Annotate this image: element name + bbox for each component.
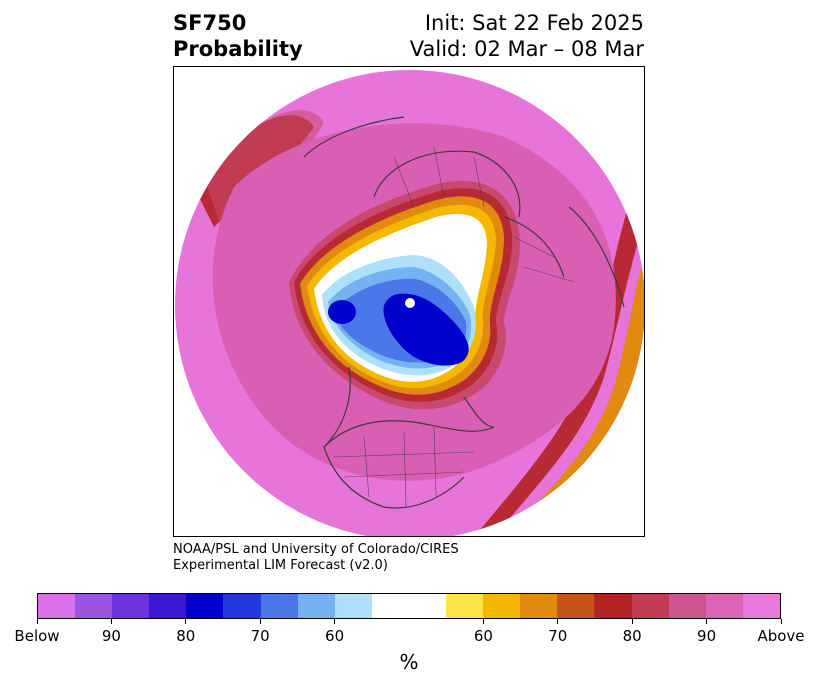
colorbar-tick bbox=[631, 619, 633, 624]
colorbar-cell bbox=[631, 594, 669, 618]
colorbar-tick bbox=[185, 619, 187, 624]
colorbar-cell bbox=[334, 594, 372, 618]
colorbar-cell bbox=[594, 594, 632, 618]
colorbar-tick-label: 80 bbox=[176, 627, 196, 645]
credit-line-2: Experimental LIM Forecast (v2.0) bbox=[173, 558, 388, 573]
credit-line-1: NOAA/PSL and University of Colorado/CIRE… bbox=[173, 542, 459, 557]
fill-below-90 bbox=[328, 300, 356, 324]
colorbar-tick bbox=[110, 619, 112, 624]
colorbar-tick-label: 70 bbox=[548, 627, 568, 645]
colorbar-cell bbox=[38, 594, 76, 618]
colorbar-cell bbox=[557, 594, 595, 618]
colorbar-cell bbox=[483, 594, 521, 618]
colorbar-tick bbox=[706, 619, 708, 624]
colorbar-cell bbox=[446, 594, 484, 618]
fill-below-90 bbox=[383, 293, 469, 366]
colorbar-tick bbox=[36, 619, 38, 624]
colorbar-tick-label: 70 bbox=[250, 627, 270, 645]
colorbar-tick-label: 60 bbox=[325, 627, 345, 645]
colorbar-cell bbox=[408, 594, 447, 618]
colorbar-tick bbox=[334, 619, 336, 624]
valid-range: Valid: 02 Mar – 08 Mar bbox=[409, 37, 644, 61]
colorbar-tick bbox=[482, 619, 484, 624]
colorbar-cell bbox=[705, 594, 743, 618]
colorbar-tick-label: 90 bbox=[697, 627, 717, 645]
colorbar-cell bbox=[371, 594, 409, 618]
colorbar-cell bbox=[149, 594, 187, 618]
colorbar-cell bbox=[297, 594, 335, 618]
borders bbox=[333, 146, 575, 508]
colorbar-tick-label: 60 bbox=[473, 627, 493, 645]
fill-near-50 bbox=[405, 298, 415, 308]
coastlines bbox=[303, 116, 625, 509]
colorbar-tick-label: Above bbox=[757, 627, 805, 645]
colorbar-cell bbox=[112, 594, 150, 618]
colorbar-cell bbox=[668, 594, 706, 618]
product-title: Probability bbox=[173, 37, 303, 61]
colorbar-tick-label: 80 bbox=[622, 627, 642, 645]
colorbar-tick bbox=[780, 619, 782, 624]
colorbar-cell bbox=[75, 594, 113, 618]
probability-map bbox=[173, 66, 645, 537]
colorbar-cell bbox=[186, 594, 224, 618]
colorbar-tick-label: 90 bbox=[101, 627, 121, 645]
colorbar-tick bbox=[557, 619, 559, 624]
colorbar-cell bbox=[223, 594, 261, 618]
map-graphic bbox=[175, 70, 644, 536]
init-date: Init: Sat 22 Feb 2025 bbox=[424, 11, 644, 35]
colorbar-units: % bbox=[399, 650, 419, 674]
colorbar-cell bbox=[260, 594, 298, 618]
colorbar-tick bbox=[259, 619, 261, 624]
colorbar-cell bbox=[520, 594, 558, 618]
colorbar-tick-label: Below bbox=[14, 627, 60, 645]
colorbar-cell bbox=[742, 594, 780, 618]
variable-title: SF750 bbox=[173, 11, 247, 35]
colorbar bbox=[37, 593, 781, 619]
